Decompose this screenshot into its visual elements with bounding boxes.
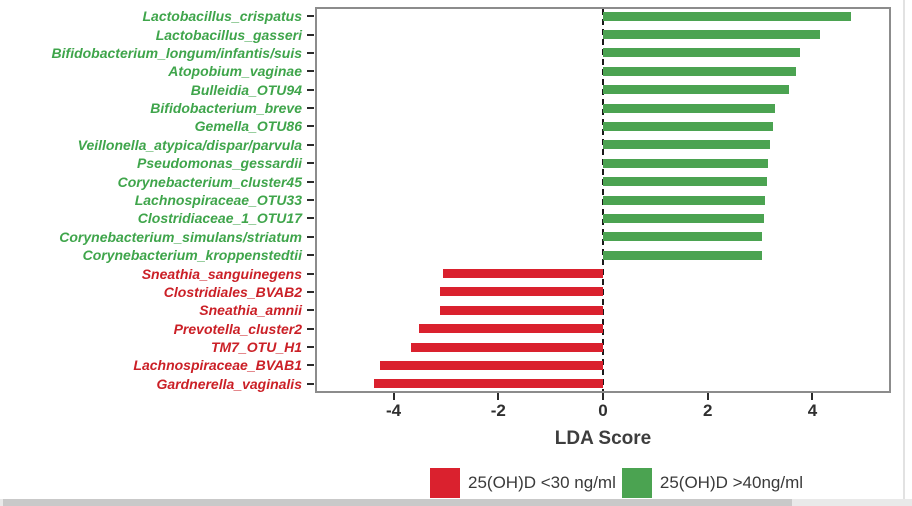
y-axis-tick: [307, 235, 314, 238]
window-right-edge: [903, 0, 905, 499]
lda-bar: [603, 66, 796, 76]
y-axis-tick: [307, 272, 314, 275]
lda-bar: [419, 324, 603, 334]
category-label: Bifidobacterium_longum/infantis/suis: [51, 44, 302, 61]
x-axis-tick: [392, 393, 395, 400]
lda-bar: [603, 195, 766, 205]
lda-bar: [373, 379, 603, 389]
y-axis-tick: [307, 327, 314, 330]
legend-label: 25(OH)D >40ng/ml: [659, 473, 804, 492]
category-label: Pseudomonas_gessardii: [137, 155, 302, 172]
category-label: Sneathia_sanguinegens: [141, 265, 302, 282]
legend-swatch-high: [621, 468, 652, 498]
horizontal-scrollbar-track[interactable]: [0, 499, 912, 506]
x-axis-tick-label: 4: [807, 401, 818, 420]
lda-bar: [411, 342, 603, 352]
lda-bar: [440, 305, 603, 315]
y-axis-tick: [307, 199, 314, 201]
lda-bar: [603, 250, 763, 260]
y-axis-tick: [307, 254, 314, 257]
lda-bar: [603, 158, 769, 168]
category-label: Clostridiales_BVAB2: [163, 283, 302, 300]
lda-bar: [603, 232, 763, 242]
y-axis-tick: [307, 290, 314, 293]
lda-bar: [603, 30, 820, 40]
y-axis-tick: [307, 309, 314, 312]
category-label: Gardnerella_vaginalis: [156, 375, 302, 392]
category-label: Corynebacterium_cluster45: [117, 173, 302, 190]
lda-bar: [603, 140, 771, 150]
category-label: Veillonella_atypica/dispar/parvula: [77, 136, 302, 153]
y-axis-tick: [307, 180, 314, 183]
y-axis-tick: [307, 51, 314, 54]
x-axis-tick: [706, 393, 709, 400]
category-label: Lactobacillus_gasseri: [155, 26, 302, 43]
x-axis-tick-label: -2: [490, 401, 506, 420]
y-axis-tick: [307, 33, 314, 36]
category-label: Gemella_OTU86: [194, 118, 302, 135]
category-label: Clostridiaceae_1_OTU17: [137, 210, 302, 227]
lda-bar: [603, 121, 773, 131]
category-label: Atopobium_vaginae: [168, 63, 302, 80]
y-axis-tick: [307, 88, 314, 91]
category-label: Lachnospiraceae_BVAB1: [133, 357, 302, 374]
lda-bar: [603, 85, 790, 95]
lda-bar: [379, 360, 603, 370]
chart-legend: 25(OH)D <30 ng/ml 25(OH)D >40ng/ml: [430, 468, 809, 498]
y-axis-tick: [307, 382, 314, 385]
legend-swatch-low: [430, 468, 460, 498]
lda-bar: [603, 103, 776, 113]
category-label: Lachnospiraceae_OTU33: [134, 192, 302, 208]
x-axis-tick: [497, 393, 500, 400]
lda-bar: [440, 287, 603, 297]
y-axis-tick: [307, 125, 314, 128]
x-axis-tick: [811, 393, 814, 400]
x-axis-tick: [602, 393, 604, 400]
horizontal-scrollbar-thumb[interactable]: [3, 499, 792, 506]
x-axis-tick-label: 0: [598, 401, 608, 420]
x-axis-title: LDA Score: [554, 428, 652, 449]
y-axis-tick: [307, 162, 314, 165]
legend-item: 25(OH)D >40ng/ml: [621, 468, 804, 498]
category-label: Bulleidia_OTU94: [190, 81, 302, 98]
y-axis-tick: [307, 217, 314, 220]
lda-bar: [603, 48, 800, 58]
y-axis-tick: [307, 364, 314, 367]
y-axis-tick: [307, 107, 314, 110]
category-label: Corynebacterium_kroppenstedtii: [82, 247, 302, 264]
lda-bar: [603, 213, 765, 223]
x-axis-tick-label: 2: [702, 401, 713, 420]
plot-panel: [315, 7, 891, 393]
y-axis-tick: [307, 346, 314, 349]
category-label: Bifidobacterium_breve: [150, 100, 302, 117]
category-label: Sneathia_amnii: [199, 302, 302, 319]
lda-bar: [442, 269, 603, 279]
y-axis-tick: [307, 15, 314, 18]
y-axis-tick: [307, 143, 314, 146]
lda-bar: [603, 11, 852, 21]
y-axis-tick: [307, 70, 314, 73]
x-axis-tick-label: -4: [385, 401, 402, 420]
category-label: Lactobacillus_crispatus: [142, 8, 302, 25]
category-label: Prevotella_cluster2: [173, 320, 302, 337]
category-label: TM7_OTU_H1: [210, 339, 302, 356]
category-label: Corynebacterium_simulans/striatum: [59, 228, 302, 245]
legend-label: 25(OH)D <30 ng/ml: [468, 473, 616, 492]
legend-item: 25(OH)D <30 ng/ml: [430, 468, 616, 498]
lda-bar: [603, 177, 768, 187]
